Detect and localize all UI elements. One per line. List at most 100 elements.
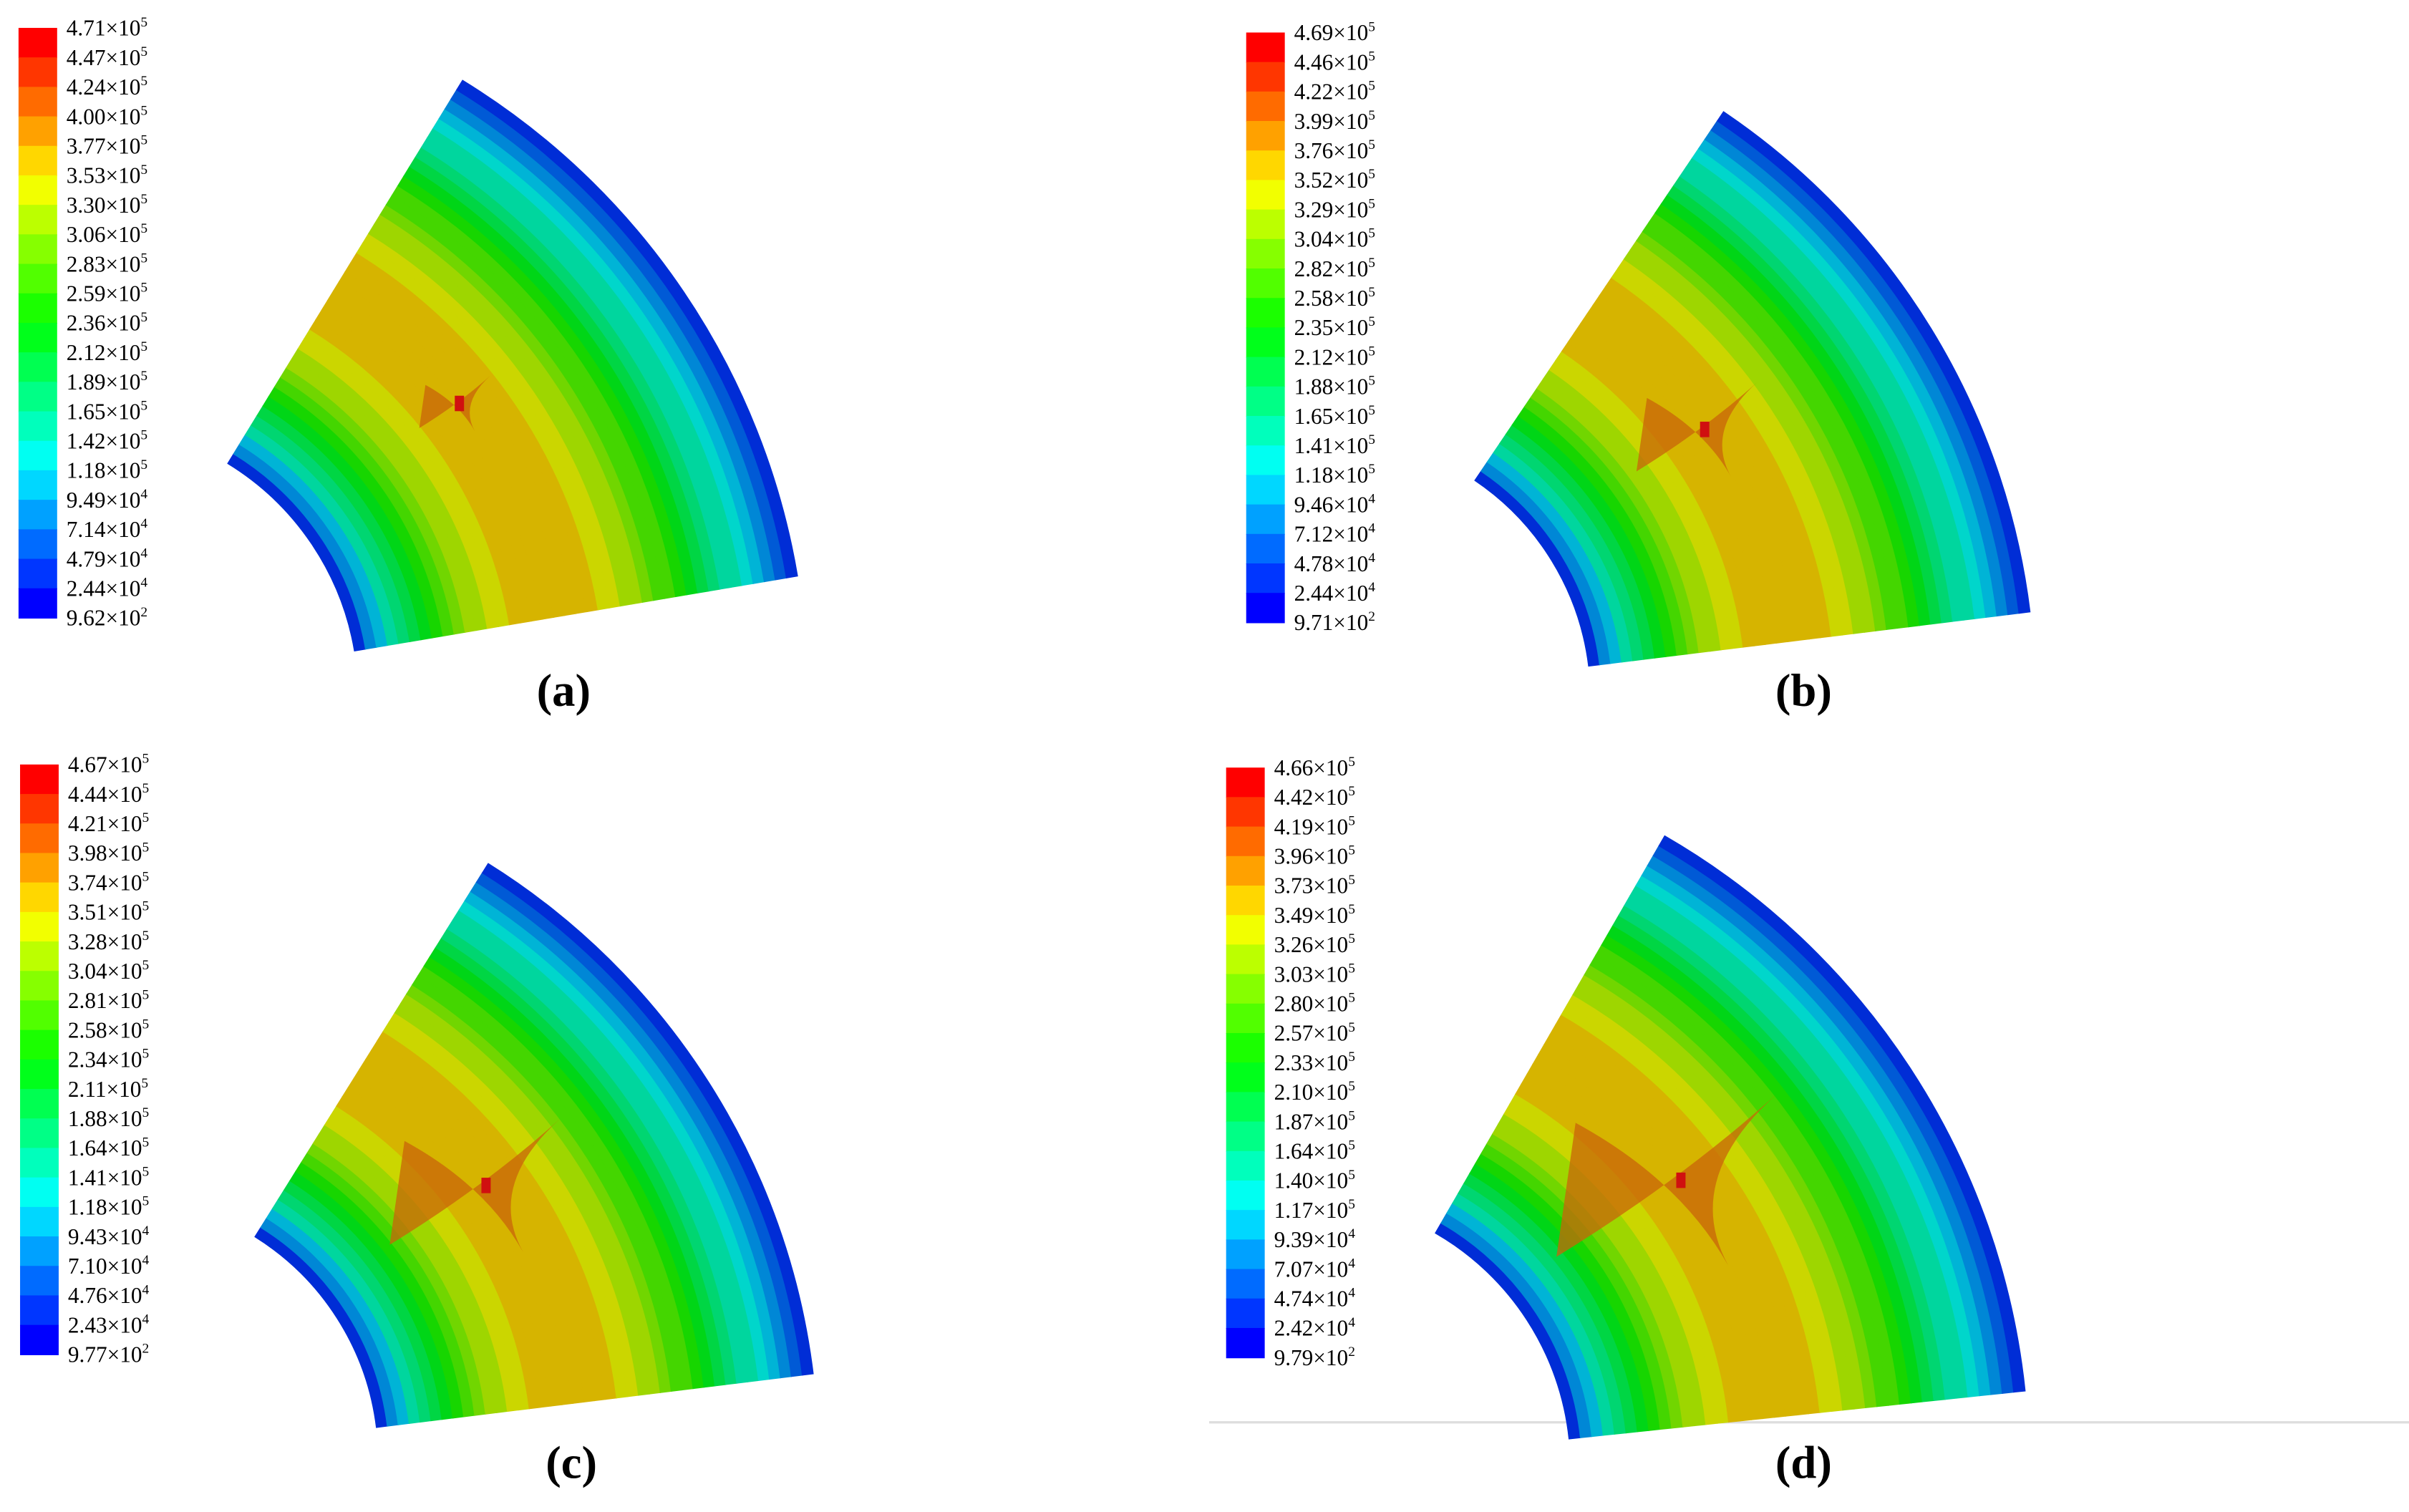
legend-swatch [18, 175, 57, 206]
legend-base: 3.06×10 [67, 222, 141, 247]
legend-exp: 5 [142, 840, 150, 855]
legend-swatch [1246, 180, 1285, 210]
legend-swatch [1246, 563, 1285, 594]
legend-base: 4.24×10 [67, 74, 141, 100]
legend-label: 2.43×104 [68, 1312, 150, 1338]
legend-base: 3.74×10 [68, 870, 142, 895]
legend-base: 2.59×10 [67, 281, 141, 306]
legend-base: 2.12×10 [1294, 344, 1369, 369]
legend-exp: 5 [1348, 1168, 1355, 1183]
legend-exp: 4 [1348, 1315, 1355, 1330]
contour-band [481, 863, 814, 1376]
legend-label: 4.00×105 [67, 103, 147, 129]
legend-label: 1.18×105 [67, 457, 147, 483]
legend-base: 3.04×10 [1294, 227, 1369, 252]
legend-base: 1.65×10 [67, 399, 141, 424]
legend-label: 9.39×104 [1274, 1226, 1356, 1252]
caption: (c) [546, 1436, 597, 1488]
legend-swatch [18, 57, 57, 88]
legend-base: 3.28×10 [68, 929, 142, 954]
legend-swatch [1246, 62, 1285, 92]
legend-label: 4.71×105 [67, 15, 147, 41]
legend-exp: 5 [1348, 843, 1355, 858]
legend-label: 3.53×105 [67, 163, 147, 188]
legend-swatch [1226, 1180, 1265, 1211]
legend-exp: 2 [1368, 609, 1375, 624]
legend-swatch [20, 794, 59, 825]
legend-exp: 4 [142, 1223, 150, 1239]
legend-base: 1.17×10 [1274, 1198, 1349, 1223]
legend-label: 4.47×105 [67, 44, 147, 70]
legend-exp: 4 [140, 487, 147, 502]
legend-label: 1.89×105 [67, 369, 147, 394]
legend-swatch [20, 1206, 59, 1238]
legend-base: 2.35×10 [1294, 315, 1369, 340]
legend-swatch [1246, 32, 1285, 63]
legend-swatch [1246, 445, 1285, 476]
legend-swatch [20, 1324, 59, 1355]
legend-exp: 5 [1348, 784, 1355, 799]
legend-label: 2.33×105 [1274, 1050, 1355, 1075]
source [481, 1178, 491, 1193]
legend-exp: 5 [1368, 196, 1375, 211]
legend-exp: 4 [1348, 1226, 1355, 1241]
legend-label: 3.98×105 [68, 840, 149, 866]
legend-exp: 4 [140, 546, 147, 561]
legend-exp: 5 [1368, 167, 1375, 182]
legend-exp: 5 [142, 752, 150, 767]
legend-base: 2.82×10 [1294, 256, 1369, 281]
legend-base: 4.00×10 [67, 104, 141, 129]
legend-exp: 5 [142, 1017, 150, 1032]
legend-swatch [20, 1000, 59, 1031]
legend-exp: 5 [142, 987, 150, 1002]
legend-base: 1.87×10 [1274, 1109, 1349, 1134]
legend-label: 2.36×105 [67, 310, 147, 336]
legend-exp: 5 [1368, 137, 1375, 152]
legend-label: 3.29×105 [1294, 196, 1375, 222]
legend-exp: 5 [1368, 403, 1375, 418]
legend-base: 4.46×10 [1294, 49, 1369, 74]
legend-exp: 5 [1348, 813, 1355, 828]
legend-swatch [1226, 797, 1265, 828]
legend-swatch [20, 1236, 59, 1267]
legend-exp: 5 [1348, 1020, 1355, 1035]
legend-exp: 2 [142, 1342, 150, 1357]
legend-exp: 5 [1368, 49, 1375, 64]
legend-label: 1.18×105 [1294, 462, 1375, 488]
legend-label: 1.42×105 [67, 428, 147, 454]
legend-base: 3.49×10 [1274, 903, 1349, 928]
legend-label: 7.14×104 [67, 516, 148, 542]
legend-exp: 5 [140, 163, 147, 178]
legend-label: 2.12×105 [67, 339, 147, 365]
legend-swatch [1226, 1032, 1265, 1064]
legend-swatch [1246, 416, 1285, 447]
legend-exp: 5 [1348, 1050, 1355, 1065]
legend-exp: 5 [142, 899, 150, 914]
legend-swatch [20, 1177, 59, 1208]
legend-swatch [1226, 1269, 1265, 1299]
legend-label: 9.43×104 [68, 1223, 150, 1249]
legend-label: 4.42×105 [1274, 784, 1355, 810]
legend-exp: 5 [1348, 755, 1355, 770]
legend-exp: 5 [142, 958, 150, 973]
legend-swatch [20, 853, 59, 883]
legend-label: 2.44×104 [67, 576, 148, 601]
legend-base: 7.14×10 [67, 517, 141, 542]
legend-swatch [1226, 856, 1265, 887]
legend-swatch [1226, 1003, 1265, 1034]
legend-swatch [20, 1059, 59, 1090]
legend-swatch [18, 145, 57, 177]
legend-base: 1.88×10 [1294, 374, 1369, 399]
legend-swatch [1226, 1298, 1265, 1329]
legend-base: 4.44×10 [68, 782, 142, 807]
legend-swatch [18, 500, 57, 530]
legend-swatch [1226, 915, 1265, 946]
contour-band [1658, 835, 2026, 1393]
legend-swatch [18, 352, 57, 383]
legend-swatch [1246, 386, 1285, 417]
legend-exp: 5 [140, 221, 147, 236]
legend-exp: 5 [1368, 462, 1375, 477]
legend-swatch [20, 971, 59, 1002]
legend-label: 7.12×104 [1294, 521, 1376, 547]
